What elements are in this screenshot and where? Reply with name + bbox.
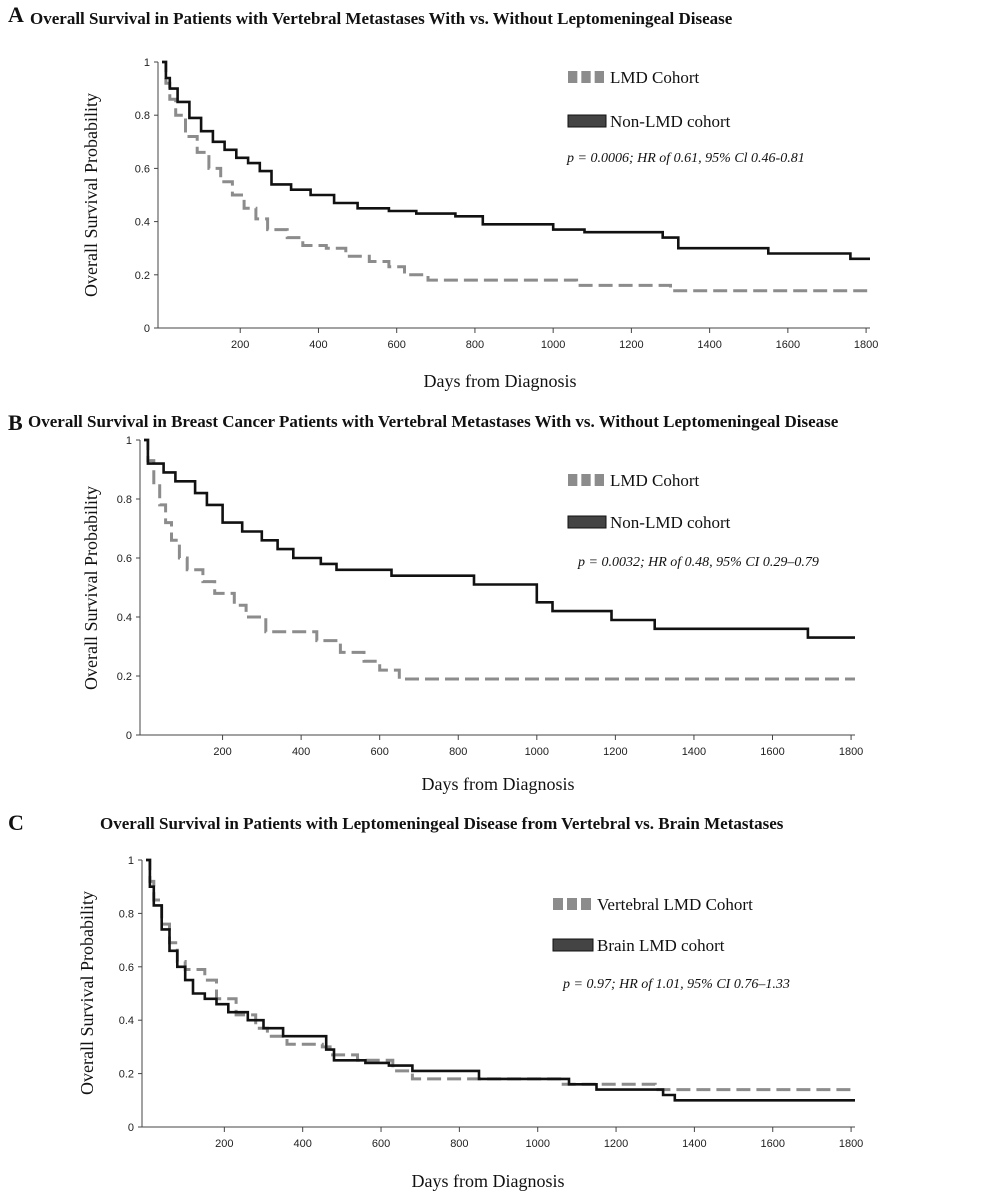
series-line-dashed bbox=[162, 60, 870, 293]
legend-swatch-dashed bbox=[568, 71, 578, 83]
y-tick-label: 1 bbox=[144, 57, 150, 69]
y-tick-label: 0.6 bbox=[117, 553, 132, 565]
x-tick-label: 1800 bbox=[854, 339, 878, 351]
y-tick-label: 0.2 bbox=[117, 671, 132, 683]
legend-label: LMD Cohort bbox=[610, 68, 700, 87]
x-tick-label: 800 bbox=[449, 746, 467, 758]
x-tick-label: 1600 bbox=[760, 746, 784, 758]
x-tick-label: 600 bbox=[371, 746, 389, 758]
x-tick-label: 1600 bbox=[776, 339, 800, 351]
panel-letter: C bbox=[8, 810, 24, 835]
legend-label: Non-LMD cohort bbox=[610, 513, 731, 532]
x-tick-label: 200 bbox=[215, 1138, 233, 1150]
panel-letter: B bbox=[8, 410, 23, 435]
x-tick-label: 1200 bbox=[603, 746, 627, 758]
y-tick-label: 0.6 bbox=[135, 163, 150, 175]
x-tick-label: 1800 bbox=[839, 746, 863, 758]
legend-swatch-dashed bbox=[594, 474, 604, 486]
legend-swatch-dashed bbox=[553, 898, 563, 910]
legend-label: Vertebral LMD Cohort bbox=[597, 895, 753, 914]
y-tick-label: 0.2 bbox=[119, 1069, 134, 1081]
y-tick-label: 0.8 bbox=[117, 494, 132, 506]
x-tick-label: 800 bbox=[466, 339, 484, 351]
x-tick-label: 1400 bbox=[682, 746, 706, 758]
x-axis-label: Days from Diagnosis bbox=[424, 371, 577, 391]
series-line-solid bbox=[146, 858, 855, 1102]
legend: LMD Cohort Non-LMD cohort bbox=[567, 471, 731, 532]
stats-annotation: p = 0.97; HR of 1.01, 95% CI 0.76–1.33 bbox=[562, 977, 790, 992]
legend: LMD Cohort Non-LMD cohort bbox=[567, 68, 731, 131]
x-axis-label: Days from Diagnosis bbox=[422, 774, 575, 794]
y-tick-label: 0.4 bbox=[119, 1015, 134, 1027]
series-line-dashed bbox=[144, 438, 855, 681]
chart-panel-a: A Overall Survival in Patients with Verte… bbox=[8, 2, 878, 391]
x-tick-label: 400 bbox=[294, 1138, 312, 1150]
x-tick-label: 200 bbox=[213, 746, 231, 758]
x-tick-label: 1600 bbox=[760, 1138, 784, 1150]
x-tick-label: 200 bbox=[231, 339, 249, 351]
legend-swatch-solid bbox=[567, 114, 607, 128]
legend-label: LMD Cohort bbox=[610, 471, 700, 490]
y-tick-label: 1 bbox=[126, 435, 132, 447]
legend: Vertebral LMD Cohort Brain LMD cohort bbox=[552, 895, 753, 955]
x-tick-label: 600 bbox=[372, 1138, 390, 1150]
legend-swatch-dashed bbox=[581, 898, 591, 910]
x-tick-label: 1200 bbox=[619, 339, 643, 351]
x-tick-label: 400 bbox=[309, 339, 327, 351]
x-tick-label: 1800 bbox=[839, 1138, 863, 1150]
legend-swatch-dashed bbox=[581, 474, 591, 486]
y-tick-label: 0.2 bbox=[135, 270, 150, 282]
x-tick-label: 1400 bbox=[682, 1138, 706, 1150]
x-tick-label: 1000 bbox=[541, 339, 565, 351]
x-tick-label: 600 bbox=[388, 339, 406, 351]
y-tick-label: 0.8 bbox=[135, 110, 150, 122]
legend-label: Non-LMD cohort bbox=[610, 112, 731, 131]
y-tick-label: 0 bbox=[144, 323, 150, 335]
series-line-solid bbox=[144, 438, 855, 639]
stats-annotation: p = 0.0006; HR of 0.61, 95% Cl 0.46-0.81 bbox=[566, 151, 805, 166]
y-tick-label: 1 bbox=[128, 855, 134, 867]
y-tick-label: 0.8 bbox=[119, 908, 134, 920]
y-tick-label: 0 bbox=[126, 730, 132, 742]
chart-title: Overall Survival in Patients with Verteb… bbox=[30, 9, 733, 28]
chart-panel-c: C Overall Survival in Patients with Lepto… bbox=[8, 810, 863, 1191]
series-line-solid bbox=[162, 60, 870, 261]
legend-swatch-dashed bbox=[581, 71, 591, 83]
x-tick-label: 400 bbox=[292, 746, 310, 758]
x-tick-label: 1000 bbox=[525, 746, 549, 758]
y-tick-label: 0.4 bbox=[135, 217, 150, 229]
y-tick-label: 0 bbox=[128, 1122, 134, 1134]
chart-title: Overall Survival in Patients with Leptom… bbox=[100, 814, 784, 833]
legend-swatch-solid bbox=[567, 515, 607, 529]
y-axis-label: Overall Survival Probability bbox=[77, 891, 97, 1095]
series-line-dashed bbox=[146, 858, 855, 1092]
legend-label: Brain LMD cohort bbox=[597, 936, 725, 955]
x-axis-label: Days from Diagnosis bbox=[412, 1171, 565, 1191]
legend-swatch-dashed bbox=[567, 898, 577, 910]
x-tick-label: 1400 bbox=[697, 339, 721, 351]
panel-letter: A bbox=[8, 2, 24, 27]
x-tick-label: 1200 bbox=[604, 1138, 628, 1150]
legend-swatch-dashed bbox=[594, 71, 604, 83]
x-tick-label: 1000 bbox=[525, 1138, 549, 1150]
y-axis-label: Overall Survival Probability bbox=[81, 93, 101, 297]
chart-title: Overall Survival in Breast Cancer Patien… bbox=[28, 412, 839, 431]
legend-swatch-dashed bbox=[568, 474, 578, 486]
x-tick-label: 800 bbox=[450, 1138, 468, 1150]
y-tick-label: 0.4 bbox=[117, 612, 132, 624]
chart-panel-b: B Overall Survival in Breast Cancer Patie… bbox=[8, 410, 863, 794]
y-axis-label: Overall Survival Probability bbox=[81, 486, 101, 690]
y-tick-label: 0.6 bbox=[119, 962, 134, 974]
legend-swatch-solid bbox=[552, 938, 594, 952]
stats-annotation: p = 0.0032; HR of 0.48, 95% CI 0.29–0.79 bbox=[577, 555, 819, 570]
